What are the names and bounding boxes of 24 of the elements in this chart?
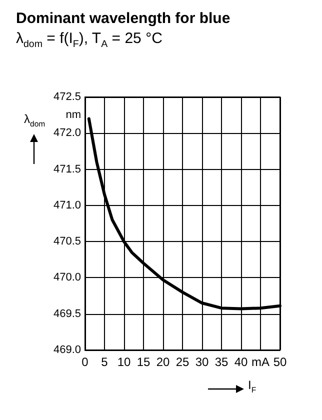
x-tick-label: 0 xyxy=(82,355,89,369)
chart-subtitle: λ$_{dom}$ = f(I$_{F}$), T$_{A}$ = 25 °C xyxy=(16,30,162,50)
y-tick-label: 472.5 xyxy=(53,91,81,103)
y-tick-label: 469.5 xyxy=(53,308,81,320)
x-tick-label: 5 xyxy=(101,355,108,369)
y-tick-label: 471.5 xyxy=(53,163,81,176)
x-tick-label: mA xyxy=(252,355,270,369)
y-tick-label: 471.0 xyxy=(53,199,81,212)
y-tick-label: 472.0 xyxy=(53,127,81,140)
x-tick-label: 25 xyxy=(176,355,190,369)
x-tick-label: 30 xyxy=(195,355,209,369)
y-tick-label: 469.0 xyxy=(53,344,81,356)
chart-title: Dominant wavelength for blue xyxy=(16,10,230,27)
y-tick-label: 470.5 xyxy=(53,236,81,248)
y-tick-label: nm xyxy=(66,109,81,122)
y-tick-label: 470.0 xyxy=(53,272,81,284)
x-tick-label: 40 xyxy=(234,355,248,369)
x-tick-label: 20 xyxy=(156,355,170,369)
x-tick-label: 15 xyxy=(136,355,150,369)
y-axis-title: λ$_{dom}$ xyxy=(24,112,46,128)
x-tick-label: 10 xyxy=(117,355,131,369)
x-axis-title: I$_{F}$ xyxy=(248,378,256,394)
x-tick-label: 50 xyxy=(273,355,287,369)
x-tick-label: 35 xyxy=(214,355,228,369)
